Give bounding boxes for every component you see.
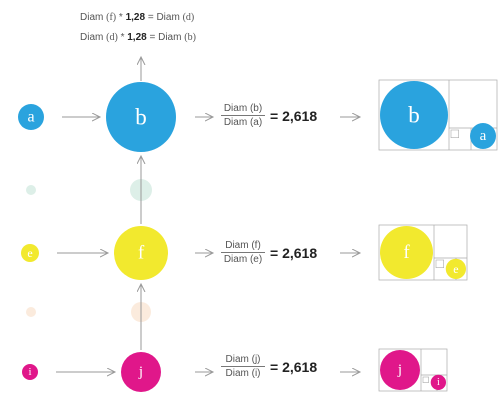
small-circle-label-a: a — [27, 109, 34, 126]
ratio-value-b-a: = 2,618 — [270, 108, 318, 124]
big-circle-f — [114, 226, 168, 280]
small-circle-label-e: e — [27, 246, 32, 260]
spiral-small-label-a: a — [480, 128, 487, 144]
spiral-small-circle-a — [470, 123, 497, 149]
spiral-small-label-i: i — [437, 377, 440, 388]
golden-rect-outer-a-b — [378, 79, 498, 151]
spiral-small-circle-e — [445, 258, 466, 279]
ratio-fraction-j-i: Diam (j) Diam (i) — [221, 354, 265, 379]
spiral-big-circle-j — [380, 350, 420, 390]
spiral-big-label-j: j — [397, 362, 402, 378]
ghost-small-circle-1 — [26, 307, 36, 317]
header-note-1: Diam (f) * 1,28 = Diam (d) — [80, 12, 195, 23]
golden-rect-inner-a-b — [450, 129, 459, 138]
spiral-small-circle-i — [430, 374, 447, 391]
ratio-value-f-e: = 2,618 — [270, 245, 318, 261]
spiral-small-label-e: e — [453, 262, 458, 276]
spiral-big-circle-f — [380, 226, 433, 279]
small-circle-a — [18, 104, 44, 130]
small-circle-i — [22, 364, 38, 380]
big-circle-label-b: b — [135, 105, 147, 130]
big-circle-label-j: j — [138, 364, 143, 380]
big-circle-label-f: f — [138, 243, 145, 264]
big-circle-b — [106, 82, 176, 152]
small-circle-e — [21, 244, 39, 262]
spiral-big-circle-b — [380, 81, 448, 149]
spiral-big-label-b: b — [408, 103, 420, 128]
golden-rect-outer-e-f — [378, 224, 468, 281]
golden-rect-outer-i-j — [378, 348, 448, 392]
spiral-big-label-f: f — [403, 242, 410, 263]
ratio-fraction-b-a: Diam (b) Diam (a) — [221, 103, 265, 128]
big-circle-j — [121, 352, 161, 392]
ratio-value-j-i: = 2,618 — [270, 359, 318, 375]
golden-rect-inner-e-f — [435, 259, 444, 268]
ratio-fraction-f-e: Diam (f) Diam (e) — [221, 240, 265, 265]
ghost-small-circle-0 — [26, 185, 36, 195]
header-note-2: Diam (d) * 1,28 = Diam (b) — [80, 32, 196, 43]
golden-rect-inner-i-j — [422, 376, 429, 383]
small-circle-label-i: i — [28, 366, 31, 378]
